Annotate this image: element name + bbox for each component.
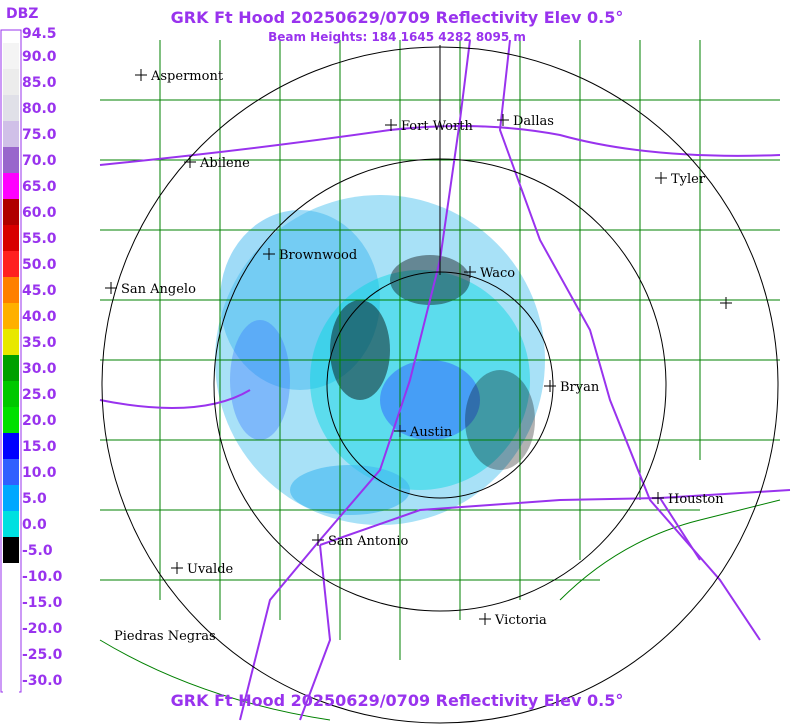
legend-label: 85.0: [22, 75, 57, 91]
legend-label: 40.0: [22, 309, 57, 325]
legend-swatch: [3, 199, 19, 225]
range-rings: [101, 45, 779, 724]
city-label: San Antonio: [328, 534, 409, 549]
city-marker: [464, 266, 476, 278]
legend-label: 65.0: [22, 179, 57, 195]
highways: [99, 39, 791, 721]
legend-swatch: [3, 277, 19, 303]
city-label: Waco: [480, 266, 515, 281]
city-marker: [652, 492, 664, 504]
legend-swatch: [3, 69, 19, 95]
title: GRK Ft Hood 20250629/0709 Reflectivity E…: [171, 8, 624, 27]
legend-swatch: [3, 433, 19, 459]
legend-unit: DBZ: [6, 6, 38, 22]
legend-swatch: [3, 407, 19, 433]
city-label: Houston: [668, 492, 724, 507]
legend-label: -15.0: [22, 595, 63, 611]
city-marker: [312, 534, 324, 546]
city-label: Uvalde: [187, 562, 234, 577]
legend-label: 25.0: [22, 387, 57, 403]
city-marker: [497, 114, 509, 126]
legend-swatch: [3, 537, 19, 563]
city-label: Brownwood: [279, 248, 357, 263]
city-marker: [385, 119, 397, 131]
legend-label: 35.0: [22, 335, 57, 351]
legend-swatch: [3, 225, 19, 251]
legend-swatch: [3, 31, 19, 43]
legend-label: 55.0: [22, 231, 57, 247]
legend-swatch: [3, 43, 19, 69]
legend-swatch: [3, 355, 19, 381]
city-label: Fort Worth: [401, 119, 473, 134]
legend-swatch: [3, 95, 19, 121]
legend-swatch: [3, 459, 19, 485]
city-marker: [171, 562, 183, 574]
city-label: Piedras Negras: [114, 629, 216, 644]
legend-label: 10.0: [22, 465, 57, 481]
city-label: Abilene: [199, 156, 250, 171]
legend-label: 20.0: [22, 413, 57, 429]
city-label: Tyler: [671, 172, 706, 187]
city-marker: [655, 172, 667, 184]
legend-label: 0.0: [22, 517, 47, 533]
legend-label: 75.0: [22, 127, 57, 143]
legend-swatch: [3, 121, 19, 147]
legend-swatch: [3, 485, 19, 511]
city-marker: [135, 69, 147, 81]
legend-label: 90.0: [22, 49, 57, 65]
legend-swatch: [3, 641, 19, 667]
footer-title: GRK Ft Hood 20250629/0709 Reflectivity E…: [171, 691, 624, 710]
legend-label: 45.0: [22, 283, 57, 299]
legend-label: -25.0: [22, 647, 63, 663]
legend-label: -30.0: [22, 673, 63, 689]
legend-swatch: [3, 173, 19, 199]
legend-swatch: [3, 563, 19, 589]
city-marker: [720, 297, 732, 309]
city-label: Victoria: [494, 613, 547, 628]
subtitle: Beam Heights: 184 1645 4282 8095 m: [268, 30, 526, 44]
legend-label: 15.0: [22, 439, 57, 455]
legend-swatch: [3, 667, 19, 693]
legend-label: 30.0: [22, 361, 57, 377]
legend-label: 80.0: [22, 101, 57, 117]
legend-label: 5.0: [22, 491, 47, 507]
legend-label: -5.0: [22, 543, 53, 559]
legend-swatch: [3, 615, 19, 641]
legend-swatch: [3, 511, 19, 537]
city-label: Dallas: [513, 114, 554, 129]
legend-swatch: [3, 147, 19, 173]
city-marker: [184, 156, 196, 168]
legend-swatch: [3, 329, 19, 355]
city-label: Austin: [409, 425, 453, 440]
legend-label: 60.0: [22, 205, 57, 221]
city-marker: [544, 380, 556, 392]
legend-swatch: [3, 303, 19, 329]
city-marker: [105, 282, 117, 294]
legend-label: 70.0: [22, 153, 57, 169]
legend-label: 94.5: [22, 26, 57, 42]
city-label: San Angelo: [121, 282, 196, 297]
legend-swatch: [3, 381, 19, 407]
city-marker: [394, 425, 406, 437]
legend-swatch: [3, 251, 19, 277]
city-marker: [263, 248, 275, 260]
legend-label: -20.0: [22, 621, 63, 637]
city-marker: [479, 613, 491, 625]
legend-label: -10.0: [22, 569, 63, 585]
legend-label: 50.0: [22, 257, 57, 273]
city-label: Bryan: [560, 380, 600, 395]
legend-swatch: [3, 589, 19, 615]
city-label: Aspermont: [150, 69, 224, 84]
